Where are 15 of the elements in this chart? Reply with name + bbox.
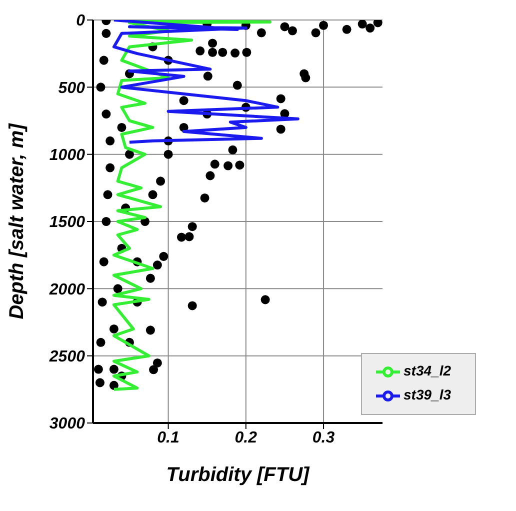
y-tick-label: 2500 [48,348,86,366]
y-axis-title: Depth [salt water, m] [6,122,28,320]
y-tick-label: 1500 [49,214,86,232]
y-tick-label: 2000 [48,281,86,298]
x-tick-label: 0.1 [157,429,180,446]
y-tick-label: 3000 [49,416,86,433]
y-tick-label: 1000 [49,147,86,164]
y-tick-label: 0 [76,12,86,30]
x-tick-label: 0.2 [234,429,258,446]
legend-label: st39_l3 [404,386,451,403]
x-tick-label: 0.3 [312,429,335,446]
line-series [112,20,300,144]
x-axis-title: Turbidity [FTU] [166,464,311,486]
legend-label: st34_l2 [404,362,451,379]
y-tick-label: 500 [58,80,86,97]
